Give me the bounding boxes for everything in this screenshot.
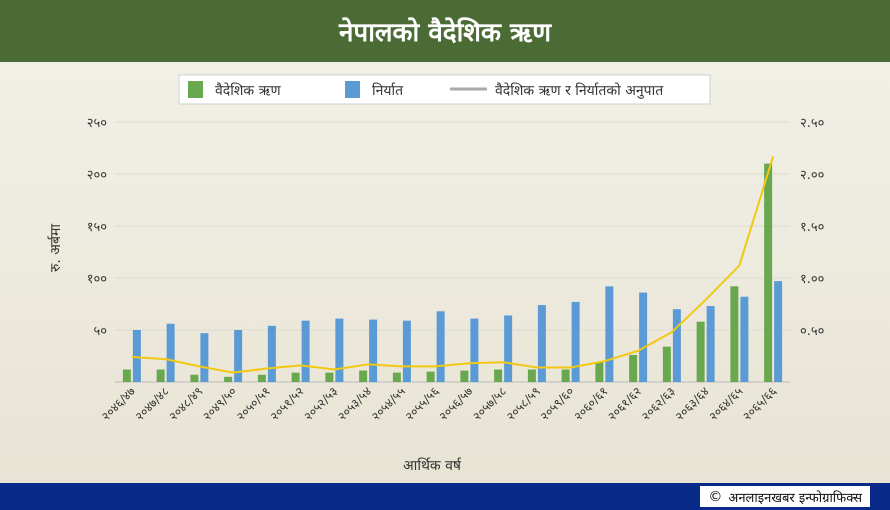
copyright-icon: © [708, 488, 723, 505]
x-tick-label: २०४८/४९ [166, 384, 205, 423]
legend-label-ratio: वैदेशिक ऋण र निर्यातको अनुपात [495, 82, 664, 99]
x-tick-label: २०५५/५६ [403, 384, 442, 423]
bar-exports [470, 318, 479, 382]
bar-exports [402, 320, 411, 382]
x-tick-label: २०६५/६६ [740, 384, 779, 423]
legend-label-debt: वैदेशिक ऋण [215, 82, 282, 99]
bar-debt [527, 369, 536, 382]
bar-exports [740, 296, 749, 382]
x-axis-label: आर्थिक वर्ष [403, 457, 462, 474]
y-tick-label: ५० [93, 324, 107, 339]
footer: © अनलाइनखबर इन्फोग्राफिक्स [0, 483, 890, 510]
bar-debt [629, 354, 638, 382]
y2-tick-label: १.०० [800, 272, 824, 287]
bars [122, 163, 783, 382]
y2-tick-label: २.५० [800, 116, 824, 131]
bar-exports [639, 292, 648, 382]
bar-exports [166, 323, 175, 382]
bar-exports [706, 306, 715, 382]
x-tick-label: २०६०/६१ [571, 384, 610, 423]
bar-debt [460, 370, 469, 382]
y-tick-label: १०० [87, 272, 107, 287]
page-title: नेपालको वैदेशिक ऋण [339, 18, 551, 48]
ratio-line-group [131, 156, 775, 374]
bar-exports [301, 320, 310, 382]
x-tick-label: २०५९/६० [538, 384, 577, 423]
bar-debt [494, 369, 503, 382]
bar-debt [156, 369, 165, 382]
bar-debt [696, 321, 705, 382]
bar-exports [267, 325, 276, 382]
y-axis-label: रु. अर्बमा [47, 224, 64, 272]
x-tick-label: २०५२/५३ [301, 384, 340, 423]
bar-debt [561, 369, 570, 382]
bar-exports [672, 309, 681, 382]
bar-exports [369, 319, 378, 382]
bar-exports [571, 301, 580, 382]
x-tick-label: २०६१/६२ [605, 384, 644, 423]
x-tick-label: २०५६/५७ [436, 384, 475, 423]
bar-exports [436, 311, 445, 382]
x-tick-label: २०५०/५१ [234, 384, 273, 423]
x-tick-label: २०५४/५५ [369, 384, 408, 423]
y-tick-label: २०० [87, 168, 107, 183]
bar-debt [325, 372, 334, 382]
bar-debt [426, 371, 435, 382]
legend-box [178, 74, 711, 105]
legend: वैदेशिक ऋण निर्यात वैदेशिक ऋण र निर्यातक… [178, 74, 711, 105]
credit-text: अनलाइनखबर इन्फोग्राफिक्स [728, 490, 862, 506]
credit-badge: © अनलाइनखबर इन्फोग्राफिक्स [700, 486, 870, 507]
bar-debt [392, 372, 401, 382]
x-tick-label: २०६२/६३ [639, 384, 678, 423]
bar-exports [234, 330, 243, 382]
x-tick-label: २०६३/६४ [673, 384, 712, 423]
x-tick-label: २०४६/४७ [99, 384, 138, 423]
bar-exports [132, 330, 141, 382]
bar-exports [200, 333, 209, 382]
bar-exports [335, 318, 344, 382]
x-tick-label: २०५१/५२ [268, 384, 307, 423]
y-axis-left: २५० २०० १५० १०० ५० [87, 116, 107, 339]
y2-tick-label: १.५० [800, 220, 824, 235]
bar-debt [730, 286, 739, 382]
y2-tick-label: २.०० [800, 168, 824, 183]
bar-debt [224, 376, 233, 382]
bar-debt [257, 374, 266, 382]
bar-debt [122, 369, 131, 382]
bar-exports [504, 315, 513, 382]
chart-header: नेपालको वैदेशिक ऋण [0, 0, 890, 62]
bar-debt [662, 346, 671, 382]
bar-debt [359, 370, 368, 382]
bar-debt [291, 372, 300, 382]
ratio-line [131, 156, 775, 374]
x-tick-label: २०४७/४८ [133, 384, 172, 423]
bar-exports [605, 286, 614, 382]
legend-swatch-debt [188, 81, 203, 98]
x-tick-label: २०५३/५४ [335, 384, 374, 423]
x-tick-label: २०५८/५९ [504, 384, 543, 423]
y-tick-label: १५० [87, 220, 107, 235]
x-tick-label: २०४९/५० [200, 384, 239, 423]
chart: वैदेशिक ऋण निर्यात वैदेशिक ऋण र निर्यातक… [47, 74, 824, 474]
x-tick-label: २०५७/५८ [470, 384, 509, 423]
y-tick-label: २५० [87, 116, 107, 131]
bar-debt [190, 374, 199, 382]
legend-label-exports: निर्यात [372, 82, 404, 99]
y-axis-right: २.५० २.०० १.५० १.०० ०.५० [800, 116, 824, 339]
x-axis: २०४६/४७२०४७/४८२०४८/४९२०४९/५०२०५०/५१२०५१/… [99, 384, 779, 423]
y2-tick-label: ०.५० [800, 324, 824, 339]
bar-debt [764, 163, 773, 382]
legend-swatch-exports [345, 81, 360, 98]
bar-exports [537, 305, 546, 382]
bar-exports [774, 281, 783, 382]
grid [115, 121, 790, 383]
x-tick-label: २०६४/६५ [706, 384, 745, 423]
bar-debt [595, 362, 604, 382]
